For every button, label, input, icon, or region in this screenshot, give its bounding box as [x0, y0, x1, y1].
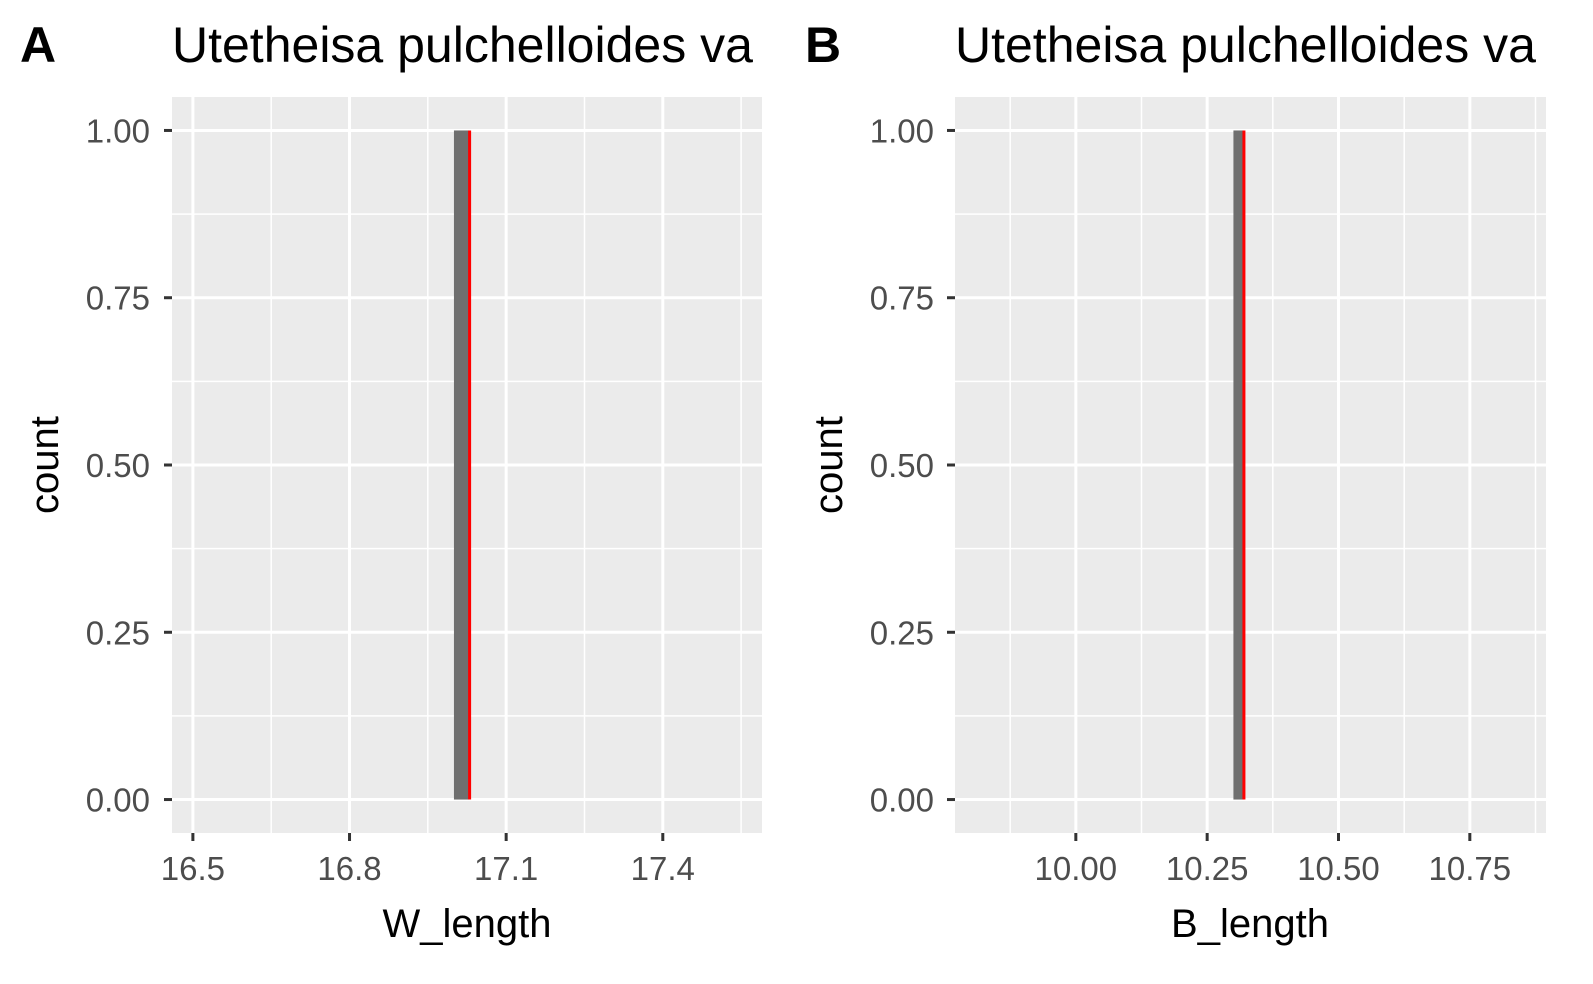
- x-tick-label-0: 16.5: [161, 850, 225, 887]
- x-tick-label-0: 10.00: [1035, 850, 1118, 887]
- y-axis-title: count: [23, 416, 67, 514]
- y-tick-label-2: 0.50: [870, 447, 934, 484]
- panel-b: 0.00 0.25 0.50 0.75 1.00 10.00 10.25 10.50 10.75…: [805, 17, 1546, 946]
- x-tick-label-3: 10.75: [1429, 850, 1512, 887]
- y-tick-label-2: 0.50: [86, 447, 150, 484]
- y-tick-label-0: 0.00: [86, 782, 150, 819]
- x-tick-label-1: 16.8: [317, 850, 381, 887]
- y-tick-label-4: 1.00: [870, 112, 934, 149]
- y-tick-label-4: 1.00: [86, 112, 150, 149]
- panel-tag: B: [805, 17, 841, 73]
- x-tick-label-2: 10.50: [1297, 850, 1380, 887]
- histogram-bar-0: [453, 130, 470, 800]
- panel-a: 0.00 0.25 0.50 0.75 1.00 16.5 16.8 17.1 17.4 W_le…: [20, 17, 762, 946]
- x-tick-label-3: 17.4: [631, 850, 695, 887]
- histogram-bar-0: [1233, 130, 1244, 800]
- y-tick-label-1: 0.25: [86, 614, 150, 651]
- x-axis-title: B_length: [1171, 902, 1329, 946]
- y-axis-title: count: [807, 416, 851, 514]
- y-tick-label-3: 0.75: [86, 280, 150, 317]
- x-tick-label-1: 10.25: [1166, 850, 1249, 887]
- y-tick-label-1: 0.25: [870, 614, 934, 651]
- x-axis-title: W_length: [383, 902, 552, 946]
- chart-title: Utetheisa pulchelloides va: [955, 17, 1536, 73]
- panel-tag: A: [20, 17, 56, 73]
- x-tick-label-2: 17.1: [474, 850, 538, 887]
- chart-title: Utetheisa pulchelloides va: [172, 17, 753, 73]
- y-tick-label-0: 0.00: [870, 782, 934, 819]
- y-tick-label-3: 0.75: [870, 280, 934, 317]
